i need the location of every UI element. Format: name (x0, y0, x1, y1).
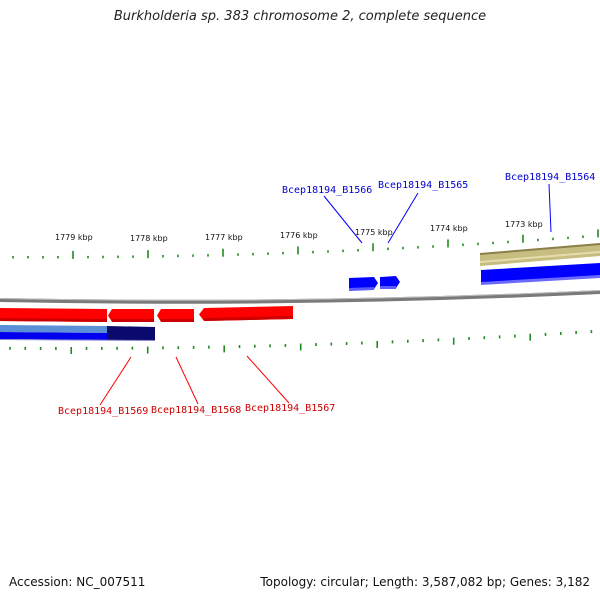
gene-label-forward[interactable]: Bcep18194_B1566 (282, 185, 372, 196)
gene-label-reverse[interactable]: Bcep18194_B1567 (245, 403, 335, 414)
gene-arrow-b1565[interactable] (380, 276, 400, 288)
tick-label: 1773 kbp (505, 220, 543, 229)
tick-label: 1774 kbp (430, 224, 468, 233)
gene-leader-line (387, 192, 419, 244)
gene-leader-line (246, 355, 290, 404)
gene-label-reverse[interactable]: Bcep18194_B1568 (151, 405, 241, 416)
topology-summary: Topology: circular; Length: 3,587,082 bp… (260, 575, 590, 589)
feature-band-lightblue (0, 325, 107, 333)
feature-band-blue-left (0, 332, 107, 340)
outer-tick-track (12, 229, 599, 259)
tick-label: 1779 kbp (55, 233, 93, 242)
feature-band-navy (107, 326, 155, 340)
gene-label-reverse[interactable]: Bcep18194_B1569 (58, 406, 148, 417)
gene-arrow-b1568[interactable] (157, 309, 194, 322)
gene-leader-line (548, 183, 552, 233)
tick-label: 1776 kbp (280, 231, 318, 240)
map-title: Burkholderia sp. 383 chromosome 2, compl… (113, 9, 487, 24)
accession-label: Accession: NC_007511 (9, 575, 146, 589)
gene-label-forward[interactable]: Bcep18194_B1564 (505, 172, 595, 183)
feature-band-tan (480, 244, 600, 266)
tick-label: 1775 kbp (355, 228, 393, 237)
gene-arrow-b1566[interactable] (349, 277, 378, 290)
tick-label: 1777 kbp (205, 233, 243, 242)
gene-label-forward[interactable]: Bcep18194_B1565 (378, 180, 468, 191)
gene-leader-line (175, 356, 199, 405)
chromosome-backbone (0, 290, 600, 304)
gene-leader-line (99, 356, 132, 406)
gene-leader-line (323, 195, 363, 244)
tick-label: 1778 kbp (130, 234, 168, 243)
gene-arrow-b1568-a[interactable] (108, 309, 154, 322)
inner-tick-track (9, 330, 593, 354)
